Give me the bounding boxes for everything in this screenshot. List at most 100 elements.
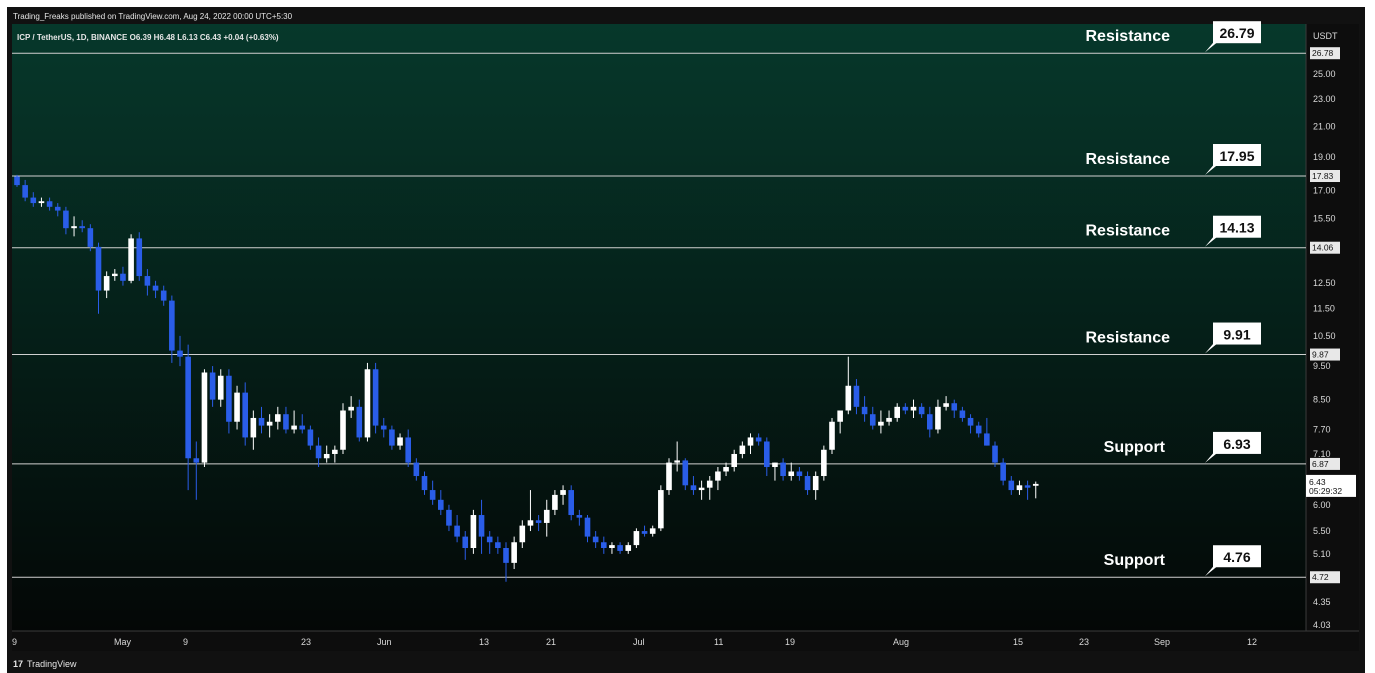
candle-body (209, 372, 216, 400)
candle-bearish (984, 417, 990, 446)
resistance-level: Resistance 14.13 14.06 (12, 215, 1340, 254)
price-tick: 5.50 (1313, 526, 1331, 536)
candle-bearish (576, 509, 583, 526)
price-tick: 19.00 (1313, 152, 1336, 162)
candle-body (511, 542, 517, 563)
candle-body (177, 350, 183, 357)
time-tick: Jun (377, 637, 392, 647)
candle-body (698, 487, 705, 491)
price-tick: 9.50 (1313, 361, 1331, 371)
candle-body (364, 369, 371, 438)
candle-bearish (144, 269, 151, 296)
level-label: Resistance (1086, 28, 1171, 45)
candle-bearish (54, 203, 61, 217)
resistance-level: Resistance 9.91 9.87 (12, 322, 1340, 361)
candle-body (715, 471, 721, 481)
candle-bearish (299, 414, 306, 434)
candle-bearish (405, 429, 411, 468)
chart-svg[interactable]: Trading_Freaks published on TradingView.… (7, 7, 1365, 673)
axis-price-tag-text: 4.72 (1312, 572, 1329, 582)
time-axis-background (12, 631, 1359, 651)
candle-body (421, 476, 428, 491)
candle-body (967, 417, 974, 426)
price-tick: 17.00 (1313, 185, 1336, 195)
level-value-box (1213, 431, 1261, 454)
candle-body (601, 542, 607, 548)
candle-body (250, 417, 257, 438)
candle-bullish (1032, 481, 1039, 499)
candle-bullish (291, 410, 297, 434)
candle-body (332, 449, 338, 454)
candle-body (755, 437, 762, 442)
candle-bearish (421, 471, 428, 495)
time-tick: 21 (546, 637, 556, 647)
time-tick: 15 (1013, 637, 1023, 647)
candle-body (878, 421, 884, 426)
candle-bearish (902, 403, 909, 415)
candle-body (560, 490, 566, 495)
tradingview-logo-icon: 17 (13, 659, 23, 669)
candle-bearish (152, 280, 159, 299)
candle-bullish (519, 520, 526, 548)
candle-bearish (120, 266, 126, 286)
candle-body (812, 476, 819, 491)
time-axis-ticks: 9 May 9 23 Jun 13 21 Jul 11 19 Aug 15 23 Sep 12 (12, 637, 1257, 647)
candle-body (340, 410, 346, 450)
candle-bearish (258, 406, 265, 434)
candle-bearish (169, 295, 175, 363)
candle-bearish (30, 192, 37, 207)
candle-bullish (845, 356, 852, 415)
candle-body (22, 185, 28, 198)
candle-bearish (861, 396, 868, 422)
candle-bullish (560, 485, 566, 505)
time-tick: Aug (893, 637, 909, 647)
candle-body (894, 406, 900, 418)
candle-body (706, 480, 713, 488)
level-label: Resistance (1086, 151, 1171, 168)
candle-body (348, 406, 354, 411)
candle-bullish (935, 399, 941, 434)
candle-bearish (927, 406, 933, 438)
candle-body (731, 453, 737, 468)
candle-bearish (617, 542, 623, 554)
candle-body (1000, 462, 1006, 481)
candle-body (535, 520, 542, 523)
candle-body (910, 406, 917, 411)
candle-bearish (446, 504, 452, 532)
level-label: Resistance (1086, 330, 1171, 347)
candle-bullish (397, 433, 403, 450)
candle-body (902, 406, 909, 411)
candle-bullish (715, 467, 721, 491)
candle-bearish (535, 515, 542, 532)
candle-bearish (380, 417, 387, 438)
candle-bearish (283, 406, 289, 434)
candle-bearish (690, 476, 697, 495)
axis-price-tag (1310, 170, 1340, 183)
candle-bullish (364, 362, 371, 442)
candle-body (136, 238, 143, 277)
footer-brand[interactable]: 17 TradingView (13, 659, 77, 669)
candle-bearish (641, 525, 648, 537)
candle-bearish (307, 425, 314, 450)
candle-bullish (527, 490, 534, 532)
candle-bullish (739, 441, 746, 459)
price-tick: 7.70 (1313, 424, 1331, 434)
level-value-box (1213, 144, 1261, 167)
candle-bullish (666, 458, 672, 495)
candle-body (853, 385, 860, 407)
axis-price-tag (1310, 348, 1340, 361)
level-value-box (1213, 322, 1261, 345)
candle-body (169, 300, 175, 351)
candle-bullish (731, 449, 737, 472)
candle-body (1032, 483, 1039, 486)
candle-body (103, 276, 110, 291)
candle-bullish (38, 197, 45, 207)
candle-body (747, 437, 754, 446)
axis-price-tag-text: 17.83 (1312, 171, 1334, 181)
candle-bearish (46, 197, 53, 211)
candle-body (975, 425, 982, 434)
price-axis-unit: USDT (1313, 31, 1338, 41)
price-tick: 23.00 (1313, 94, 1336, 104)
candle-body (837, 410, 843, 422)
